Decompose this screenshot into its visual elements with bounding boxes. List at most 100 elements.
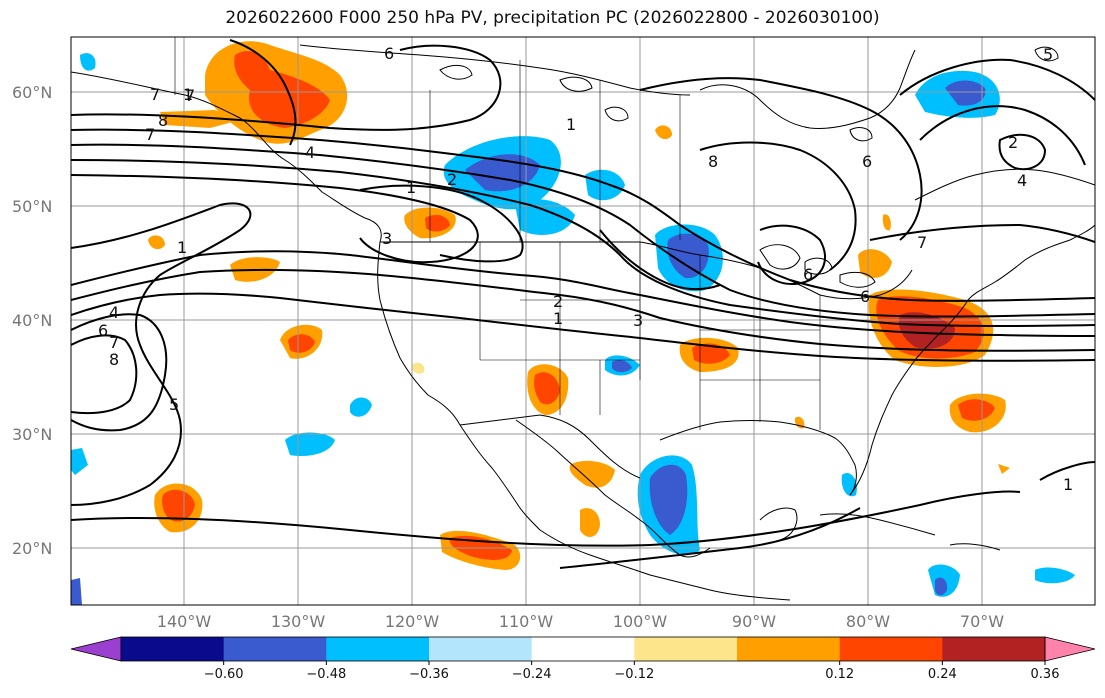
colorbar-tick-label: 0.24: [928, 667, 957, 682]
pv-contour-16: [757, 224, 826, 285]
colorbar-bin: [223, 637, 327, 661]
colorbar-bin: [942, 637, 1046, 661]
pv-contour-2: [71, 128, 1095, 302]
precip-negative-great-lakes-core: [667, 233, 709, 279]
contour-label: 8: [708, 152, 718, 171]
precip-positive-small-2: [655, 125, 672, 140]
lat-label: 50°N: [12, 197, 52, 216]
contour-label: 7: [150, 85, 160, 104]
lon-label: 120°W: [385, 612, 440, 631]
contour-label: 4: [305, 143, 315, 162]
coastline-yucatan: [759, 507, 798, 541]
colorbar-bin: [326, 637, 430, 661]
contour-label: 1: [406, 178, 416, 197]
colorbar-tick-label: −0.24: [512, 667, 552, 682]
contour-label: 6: [803, 265, 813, 284]
precip-negative-corner: [71, 578, 82, 605]
colorbar: [70, 636, 1096, 662]
precip-negative-carib-core: [935, 577, 948, 596]
precip-positive-atlantic-core: [958, 399, 995, 421]
precip-negative-manitoba: [585, 169, 625, 201]
contour-label: 4: [1017, 171, 1027, 190]
precip-negative-tx-core: [612, 359, 632, 373]
lon-label: 140°W: [157, 612, 212, 631]
precip-positive-ontario: [858, 249, 892, 278]
contour-label: 5: [1043, 45, 1053, 64]
colorbar-bin: [634, 637, 738, 661]
pv-contour-22: [71, 490, 1021, 547]
canadian-islands: [439, 46, 1059, 142]
precip-positive-nm-core: [534, 372, 560, 405]
pv-contour-20: [869, 223, 1095, 243]
precip-negative-gulf-core: [649, 464, 688, 535]
contour-label: 6: [98, 321, 108, 340]
precip-negative-bahamas: [1035, 567, 1075, 584]
pv-contour-1: [71, 44, 502, 131]
precip-positive-gulf-ak: [160, 110, 240, 128]
contour-label: 1: [177, 238, 187, 257]
contour-label: 7: [185, 86, 195, 105]
contour-label: 6: [860, 287, 870, 306]
coastline-labrador: [914, 168, 1095, 201]
pv-contour-3: [71, 143, 1095, 318]
colorbar-frame: [120, 636, 1046, 662]
precip-positive-sonora: [569, 460, 615, 488]
precip-negative-hudson-core: [945, 80, 986, 106]
colorbar-extend-high: [1044, 636, 1096, 662]
pv-contours: [71, 39, 1095, 569]
precip-negative-alberta: [515, 199, 575, 235]
lon-label: 100°W: [613, 612, 668, 631]
pv-contour-15: [699, 141, 857, 271]
colorbar-bin: [737, 637, 841, 661]
lon-label: 70°W: [960, 612, 1004, 631]
coastline-cuba: [819, 513, 936, 536]
contour-label: 1: [183, 85, 193, 104]
map-frame: [70, 36, 1096, 606]
coastline-hudson-bay: [699, 49, 916, 129]
precip-positive-mid-atlantic-core: [898, 312, 955, 349]
lat-label: 40°N: [12, 311, 52, 330]
contour-label: 7: [145, 125, 155, 144]
coastline-arctic: [299, 44, 691, 96]
pv-contour-17: [899, 58, 1095, 101]
colorbar-bin: [429, 637, 533, 661]
precip-positive-alaska-core: [234, 50, 330, 128]
contour-label: 2: [553, 292, 563, 311]
pv-contour-labels: 6 5 7 8 7 4 2 2 1 3 1 6 4 6 7 8 2 1 3 6 …: [98, 44, 1073, 494]
precip-positive-small-5: [882, 214, 891, 231]
coastline-east-us: [849, 224, 1095, 496]
pv-contour-13: [229, 39, 297, 146]
pv-contour-19: [998, 133, 1047, 170]
pv-contour-11: [71, 313, 168, 432]
colorbar-tick-label: −0.12: [614, 667, 654, 682]
colorbar-tick-label: −0.60: [204, 667, 244, 682]
precip-negative-pacific-small: [350, 397, 372, 417]
pv-contour-21: [599, 229, 721, 291]
pv-contour-4: [71, 159, 1095, 327]
colorbar-bin: [531, 637, 635, 661]
map-title: 2026022600 F000 250 hPa PV, precipitatio…: [225, 8, 880, 28]
colorbar-tick-label: −0.48: [306, 667, 346, 682]
contour-label: 6: [384, 44, 394, 63]
contour-label: 2: [1008, 133, 1018, 152]
lon-label: 130°W: [271, 612, 326, 631]
graticule: [71, 37, 1095, 605]
lat-label: 60°N: [12, 83, 52, 102]
lat-label: 30°N: [12, 425, 52, 444]
colorbar-bin: [839, 637, 943, 661]
precip-positive-jalisco: [580, 508, 600, 537]
longitude-labels: 140°W 130°W 120°W 110°W 100°W 90°W 80°W …: [157, 612, 1004, 631]
colorbar-tick-label: −0.36: [409, 667, 449, 682]
precip-positive-small-4: [411, 362, 425, 374]
pv-contour-23: [559, 507, 861, 569]
border-us-mexico: [459, 414, 641, 479]
precip-positive-pacific-sw-core: [162, 489, 195, 522]
lon-label: 90°W: [732, 612, 776, 631]
colorbar-ticks: −0.60−0.48−0.36−0.24−0.120.120.240.360.4…: [204, 661, 1059, 682]
precip-negative-nw-edge: [80, 53, 96, 71]
contour-label: 1: [1063, 475, 1073, 494]
contour-label: 5: [169, 395, 179, 414]
colorbar-tick-label: 0.12: [825, 667, 854, 682]
contour-label: 1: [566, 115, 576, 134]
